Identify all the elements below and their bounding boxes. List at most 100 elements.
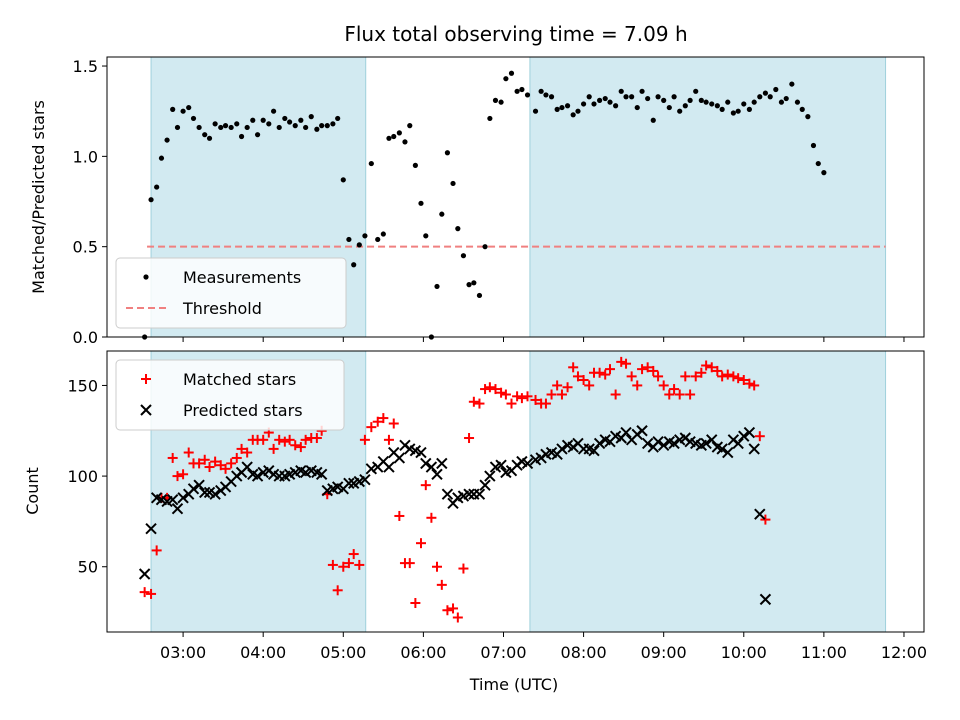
matched-stars-point — [749, 380, 760, 391]
measurements-point — [532, 108, 539, 114]
legend-matched-stars-label: Matched stars — [183, 370, 296, 389]
measurements-point — [508, 70, 515, 76]
measurements-point — [271, 108, 277, 114]
measurements-point — [402, 139, 408, 145]
predicted-stars-point — [415, 446, 427, 459]
predicted-stars-point — [436, 457, 448, 470]
measurements-point — [164, 137, 170, 143]
measurements-point — [618, 88, 624, 94]
legend-box — [115, 257, 347, 329]
count-y-axis-label: Count — [23, 467, 42, 515]
measurements-point — [709, 101, 715, 107]
matched-stars-point — [680, 371, 691, 382]
measurements-point — [351, 262, 357, 268]
matched-stars-point — [664, 389, 675, 400]
predicted-stars-point — [620, 426, 632, 439]
matched-stars-point — [738, 375, 749, 386]
matched-stars-point — [653, 371, 664, 382]
predicted-stars-point — [441, 488, 454, 500]
matched-stars-point — [568, 362, 579, 373]
measurements-point — [519, 86, 525, 93]
x-tick-label: 05:00 — [320, 643, 366, 662]
measurements-point — [735, 108, 741, 114]
legend-predicted-stars-label: Predicted stars — [183, 401, 303, 420]
matched-stars-point — [610, 389, 621, 400]
matched-stars-point — [172, 471, 183, 482]
measurements-point — [266, 121, 272, 127]
measurements-point — [340, 177, 346, 183]
measurements-point — [815, 160, 821, 167]
measurements-point — [661, 97, 667, 103]
measurements-point — [218, 124, 224, 131]
measurements-point — [503, 76, 509, 82]
predicted-stars-point — [473, 488, 486, 500]
predicted-stars-point — [636, 425, 648, 437]
matched-stars-point — [452, 612, 463, 623]
matched-stars-point — [231, 452, 242, 463]
measurements-point — [821, 170, 827, 176]
matched-stars-point — [685, 389, 696, 400]
predicted-stars-point — [479, 479, 491, 491]
matched-stars-point — [183, 447, 194, 458]
measurements-point — [222, 123, 229, 129]
measurements-point — [476, 292, 483, 299]
x-tick-label: 03:00 — [160, 643, 206, 662]
y-tick-label: 100 — [67, 467, 98, 486]
matched-stars-point — [500, 389, 511, 400]
matched-stars-point — [258, 434, 269, 445]
y-tick-label: 1.0 — [73, 147, 98, 166]
measurements-point — [170, 106, 176, 112]
predicted-stars-point — [251, 470, 264, 482]
matched-stars-point — [279, 436, 290, 447]
matched-stars-point — [394, 510, 405, 521]
matched-stars-point — [284, 434, 295, 445]
matched-stars-point — [556, 389, 567, 400]
x-tick-label: 07:00 — [480, 643, 526, 662]
measurements-point — [687, 97, 693, 103]
measurements-point — [677, 108, 683, 114]
legend-measurements-marker — [143, 274, 149, 280]
predicted-stars-point — [706, 434, 718, 446]
measurements-point — [730, 110, 736, 116]
measurements-point — [570, 112, 576, 118]
matched-stars-point — [637, 364, 648, 375]
measurements-point — [789, 81, 795, 87]
measurements-point — [148, 197, 154, 203]
x-axis-label: Time (UTC) — [469, 675, 558, 694]
measurements-point — [186, 104, 192, 111]
matched-stars-point — [674, 389, 685, 400]
measurements-point — [314, 126, 320, 132]
measurements-point — [450, 180, 456, 187]
measurements-point — [196, 124, 202, 131]
matched-stars-point — [204, 462, 215, 473]
predicted-stars-point — [138, 568, 151, 580]
y-tick-label: 0.0 — [73, 328, 98, 347]
measurements-point — [362, 233, 368, 239]
measurements-point — [575, 108, 581, 114]
matched-stars-point — [480, 384, 491, 395]
matched-stars-point — [194, 458, 205, 469]
matched-stars-point — [552, 380, 563, 391]
predicted-stars-point — [241, 461, 253, 473]
matched-stars-point — [359, 434, 370, 445]
matched-stars-point — [696, 367, 707, 378]
predicted-stars-point — [754, 508, 766, 520]
measurements-point — [174, 124, 181, 131]
predicted-stars-point — [463, 488, 475, 500]
predicted-stars-point — [343, 477, 355, 490]
measurements-point — [180, 108, 186, 114]
measurements-point — [412, 162, 418, 168]
measurements-point — [591, 101, 597, 107]
measurements-point — [543, 92, 549, 98]
legend-matched-stars-marker — [141, 374, 151, 384]
matched-stars-point — [594, 367, 605, 378]
measurements-point — [586, 94, 592, 100]
measurements-point — [762, 90, 769, 96]
y-tick-label: 50 — [78, 558, 98, 577]
measurements-point — [418, 200, 424, 206]
measurements-point — [639, 88, 645, 94]
measurements-point — [460, 253, 467, 259]
matched-stars-point — [268, 443, 279, 454]
measurements-point — [154, 184, 160, 190]
measurements-point — [524, 92, 531, 98]
